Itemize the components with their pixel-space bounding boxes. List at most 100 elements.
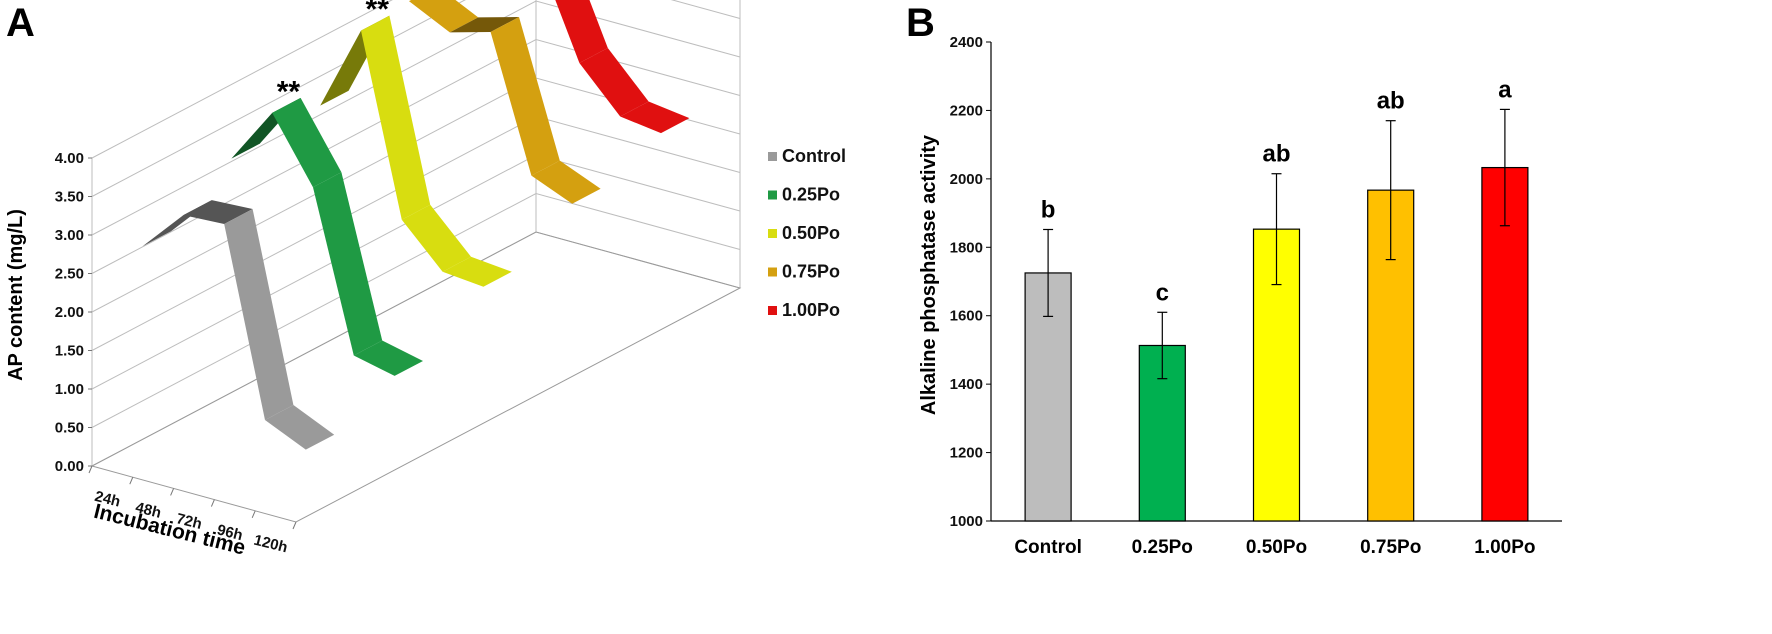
ribbon-segment	[620, 101, 690, 134]
series-ribbon	[408, 0, 601, 204]
y-axis-label-b: Alkaline phosphatase activity	[918, 134, 940, 415]
bar-letter-label: ab	[1377, 88, 1405, 115]
y-tick-label: 0.00	[55, 458, 84, 475]
ribbon-segment	[272, 97, 342, 188]
y-axis-label-a: AP content (mg/L)	[5, 209, 27, 381]
error-bar	[1385, 120, 1396, 261]
y-tick-label: 1600	[950, 308, 983, 325]
legend-label: Control	[782, 146, 846, 166]
y-tick-label: 1200	[950, 445, 983, 462]
floor-outline	[90, 231, 742, 523]
x-tick-label: 72h	[174, 510, 203, 533]
annotations-a: ** **	[277, 0, 389, 108]
legend-swatch	[768, 267, 777, 277]
x-tick-mark	[292, 521, 297, 530]
series-ribbons	[142, 0, 690, 450]
error-bar	[1271, 173, 1282, 286]
y-tick-label: 0.50	[55, 420, 84, 437]
y-tick-label: 4.00	[55, 150, 84, 167]
ribbon-segment	[408, 0, 479, 33]
x-tick-labels-a: 24h 48h 72h 96h 120h	[93, 488, 289, 557]
y-tick-label: 2400	[950, 34, 983, 51]
x-tick-mark	[210, 499, 215, 507]
x-tick-label: 1.00Po	[1474, 537, 1535, 558]
y-tick-label: 1.00	[55, 381, 84, 398]
y-tick-label: 2.00	[55, 304, 84, 321]
error-bars-b	[1043, 108, 1510, 380]
x-tick-label: 0.75Po	[1360, 537, 1421, 558]
significance-annotation: **	[277, 75, 301, 108]
legend-label: 0.75Po	[782, 262, 840, 282]
chart-b: B 1000 1200 1400 1600 1800 2000 2200 2400 b c ab a…	[906, 1, 1562, 558]
bar-letter-labels-b: b c ab ab a	[1041, 76, 1512, 306]
legend-swatch	[768, 190, 777, 200]
legend-label: 0.25Po	[782, 185, 840, 205]
ribbon-segment	[401, 204, 472, 272]
y-tick-label: 3.00	[55, 227, 84, 244]
series-ribbon	[142, 200, 335, 450]
y-tick-labels-a: 0.00 0.50 1.00 1.50 2.00 2.50 3.00 3.50 4.00	[55, 150, 92, 475]
y-tick-labels-b: 1000 1200 1400 1600 1800 2000 2200 2400	[950, 34, 991, 530]
ribbon-segment	[442, 256, 512, 287]
series-ribbon	[231, 97, 424, 376]
x-tick-label: 0.25Po	[1132, 537, 1193, 558]
x-tick-mark	[170, 488, 175, 496]
legend-label: 1.00Po	[782, 300, 840, 320]
x-tick-label: 96h	[215, 521, 244, 544]
floor-grid	[88, 231, 742, 530]
bar	[1481, 166, 1529, 522]
y-tick-label: 1800	[950, 239, 983, 256]
panel-label-b: B	[906, 1, 935, 45]
ribbon-segment	[490, 17, 560, 176]
y-tick-label: 1.50	[55, 343, 84, 360]
bar-letter-label: a	[1498, 76, 1512, 103]
error-bar	[1157, 311, 1168, 380]
legend-label: 0.50Po	[782, 223, 840, 243]
series-ribbon	[555, 0, 690, 134]
gridline	[91, 0, 741, 197]
legend-swatch	[768, 229, 777, 238]
bars-b	[1024, 166, 1529, 522]
ribbon-segment	[353, 340, 424, 376]
error-bar	[1499, 108, 1510, 227]
legend-swatch	[768, 152, 777, 161]
x-tick-label: 0.50Po	[1246, 537, 1307, 558]
ribbon-segment	[183, 200, 253, 224]
x-tick-label: 24h	[93, 488, 122, 511]
x-tick-mark	[88, 465, 93, 474]
error-bar	[1043, 228, 1054, 317]
y-tick-label: 2.50	[55, 266, 84, 283]
ribbon-segment	[312, 172, 383, 356]
x-tick-label: 120h	[252, 532, 289, 557]
gridline	[91, 231, 741, 467]
y-tick-label: 3.50	[55, 189, 84, 206]
ribbon-segment	[531, 160, 601, 204]
bar-letter-label: c	[1156, 279, 1169, 306]
legend-a: Control 0.25Po 0.50Po 0.75Po 1.00Po	[768, 146, 846, 320]
x-tick-mark	[251, 510, 256, 518]
ribbon-segment	[555, 0, 608, 63]
y-tick-label: 2200	[950, 102, 983, 119]
x-tick-label: Control	[1014, 537, 1082, 558]
ribbon-segment	[264, 405, 335, 450]
y-tick-label: 2000	[950, 171, 983, 188]
ribbon-segment	[224, 209, 294, 420]
x-tick-labels-b: Control 0.25Po 0.50Po 0.75Po 1.00Po	[1014, 537, 1535, 558]
x-tick-mark	[129, 477, 134, 485]
significance-annotation: **	[366, 0, 390, 26]
legend-swatch	[768, 306, 777, 315]
x-tick-label: 48h	[134, 499, 163, 522]
y-tick-label: 1000	[950, 513, 983, 530]
y-tick-label: 1400	[950, 376, 983, 393]
ribbon-segment	[360, 15, 431, 220]
bar-letter-label: ab	[1262, 141, 1290, 168]
ribbon-segment	[579, 47, 649, 117]
ribbon-segment	[449, 17, 520, 33]
chart-a: A 0.00 0.50 1.00 1.50 2.00 2.50 3.00 3.50 4.00 2…	[5, 0, 846, 560]
panel-label-a: A	[6, 1, 35, 45]
series-ribbon	[320, 15, 512, 287]
gridline	[91, 0, 393, 159]
bar-letter-label: b	[1041, 196, 1056, 223]
